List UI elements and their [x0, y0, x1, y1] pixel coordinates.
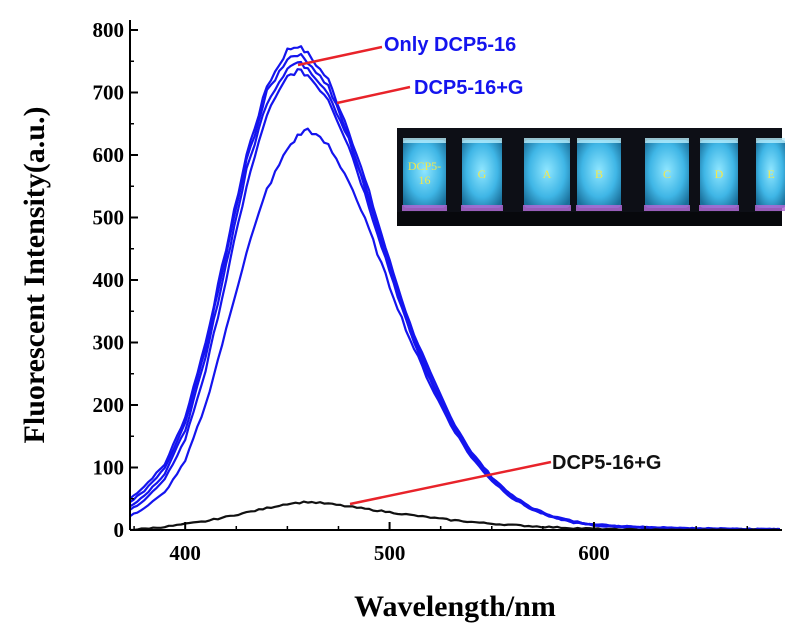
vial-body	[700, 140, 738, 208]
vial-rim	[756, 138, 785, 143]
annotation-dcp5-16-g-blue: DCP5-16+G	[414, 77, 524, 99]
vial-label-4: B	[595, 167, 603, 181]
vial-body	[462, 140, 502, 208]
series-line-2	[130, 52, 780, 530]
vial-label-7: E	[767, 167, 774, 181]
vial-3: A	[523, 138, 571, 211]
y-tick-label-0: 0	[114, 518, 125, 542]
vial-body	[524, 140, 570, 208]
vial-base-glow	[402, 205, 447, 211]
vial-base-glow	[755, 205, 785, 211]
y-tick-label-300: 300	[93, 331, 125, 355]
x-tick-label-600: 600	[578, 541, 610, 565]
vial-6: D	[699, 138, 739, 211]
inset-photo: DCP5-16 G A B C D E	[397, 128, 785, 226]
vial-rim	[645, 138, 689, 143]
vial-5: C	[644, 138, 690, 211]
annotation-line-only-dcp	[297, 45, 383, 67]
series-line-6	[130, 500, 780, 530]
vial-base-glow	[523, 205, 571, 211]
y-tick-label-100: 100	[93, 456, 125, 480]
x-tick-label-400: 400	[169, 541, 201, 565]
annotation-only-dcp5-16: Only DCP5-16	[384, 34, 516, 56]
y-tick-label-200: 200	[93, 393, 125, 417]
vial-base-glow	[461, 205, 503, 211]
vial-rim	[403, 138, 446, 143]
y-tick-label-600: 600	[93, 143, 125, 167]
inset-shelf	[397, 212, 782, 226]
vial-label-6: D	[715, 167, 724, 181]
vial-rim	[700, 138, 738, 143]
annotation-line-dcp-g-blue	[336, 85, 411, 105]
series-line-1	[130, 45, 780, 530]
vial-body	[577, 140, 621, 208]
annotation-dcp5-16-g-black: DCP5-16+G	[552, 452, 662, 474]
y-tick-label-700: 700	[93, 81, 125, 105]
y-ticks: 0 100 200 300 400 500 600 700 800	[93, 18, 138, 542]
annotation-line-dcp-g-black	[349, 460, 552, 506]
vial-base-glow	[644, 205, 690, 211]
vial-label-5: C	[663, 167, 671, 181]
vial-body	[645, 140, 689, 208]
vial-base-glow	[576, 205, 622, 211]
vials-layer: DCP5-16 G A B C D E	[397, 138, 785, 226]
y-tick-label-800: 800	[93, 18, 125, 42]
vial-1: DCP5-16	[402, 138, 447, 211]
x-ticks: 400 500 600	[133, 522, 749, 565]
vial-label-2: G	[478, 167, 487, 181]
y-tick-label-400: 400	[93, 268, 125, 292]
vial-rim	[462, 138, 502, 143]
vial-body	[756, 140, 785, 208]
vial-base-glow	[699, 205, 739, 211]
y-axis-title: Fluorescent Intensity(a.u.)	[18, 107, 51, 444]
series-layer	[130, 45, 780, 530]
vial-rim	[577, 138, 621, 143]
y-tick-label-500: 500	[93, 206, 125, 230]
vial-7: E	[755, 138, 785, 211]
x-tick-label-500: 500	[374, 541, 406, 565]
x-axis-title: Wavelength/nm	[354, 590, 556, 623]
vial-label-3: A	[543, 167, 552, 181]
vial-rim	[524, 138, 570, 143]
vial-4: B	[576, 138, 622, 211]
vial-2: G	[461, 138, 503, 211]
vial-body	[403, 140, 446, 208]
vial-label-1: DCP5-16	[408, 159, 441, 187]
